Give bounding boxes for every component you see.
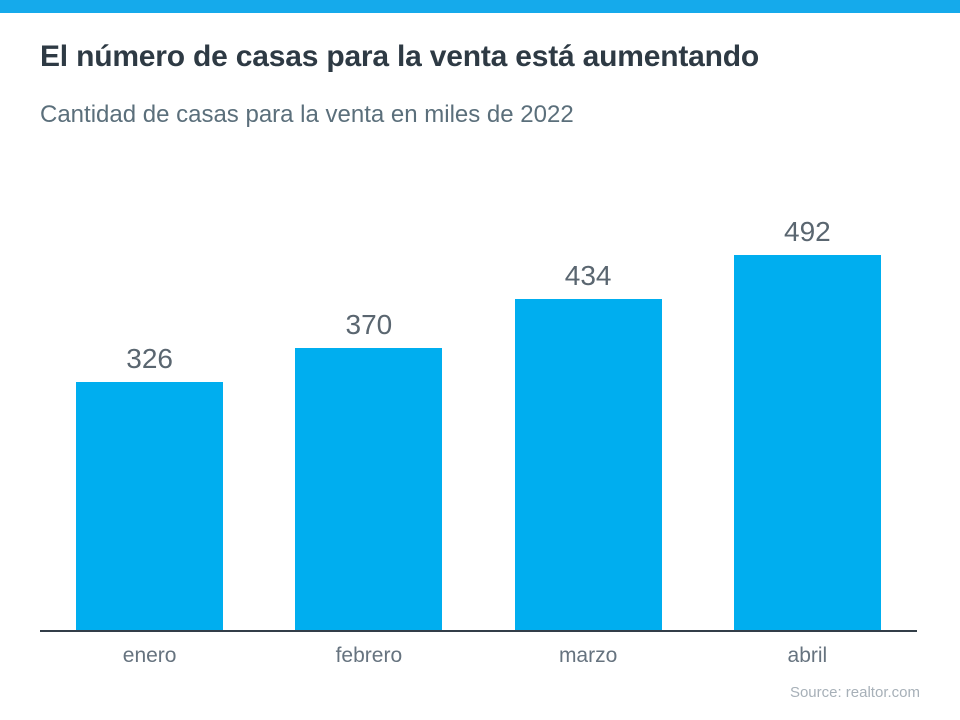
bar-value-label: 492 [784,216,831,248]
x-axis-line [40,630,917,632]
plot-area: 326 370 434 492 [40,208,917,630]
page-title: El número de casas para la venta está au… [40,40,760,73]
bar-group-marzo: 434 [479,208,698,630]
top-accent-strip [0,0,960,13]
bar [733,255,881,630]
category-label: abril [787,644,828,667]
bar-value-label: 370 [345,309,393,341]
bar [76,382,224,630]
bar [295,348,443,630]
bar [514,299,662,630]
category-labels-row: enero febrero marzo abril [40,632,917,668]
bar-group-abril: 492 [698,208,917,630]
bar-chart: 326 370 434 492 enero febrero marzo abri… [40,208,917,668]
bar-group-enero: 326 [40,208,259,630]
page-subtitle: Cantidad de casas para la venta en miles… [40,101,574,128]
category-label: febrero [335,644,403,667]
category-label: enero [122,644,177,667]
source-credit: Source: realtor.com [789,684,920,701]
bar-group-febrero: 370 [259,208,478,630]
bar-value-label: 326 [126,343,173,375]
category-label: marzo [558,644,618,667]
bar-value-label: 434 [564,260,612,292]
